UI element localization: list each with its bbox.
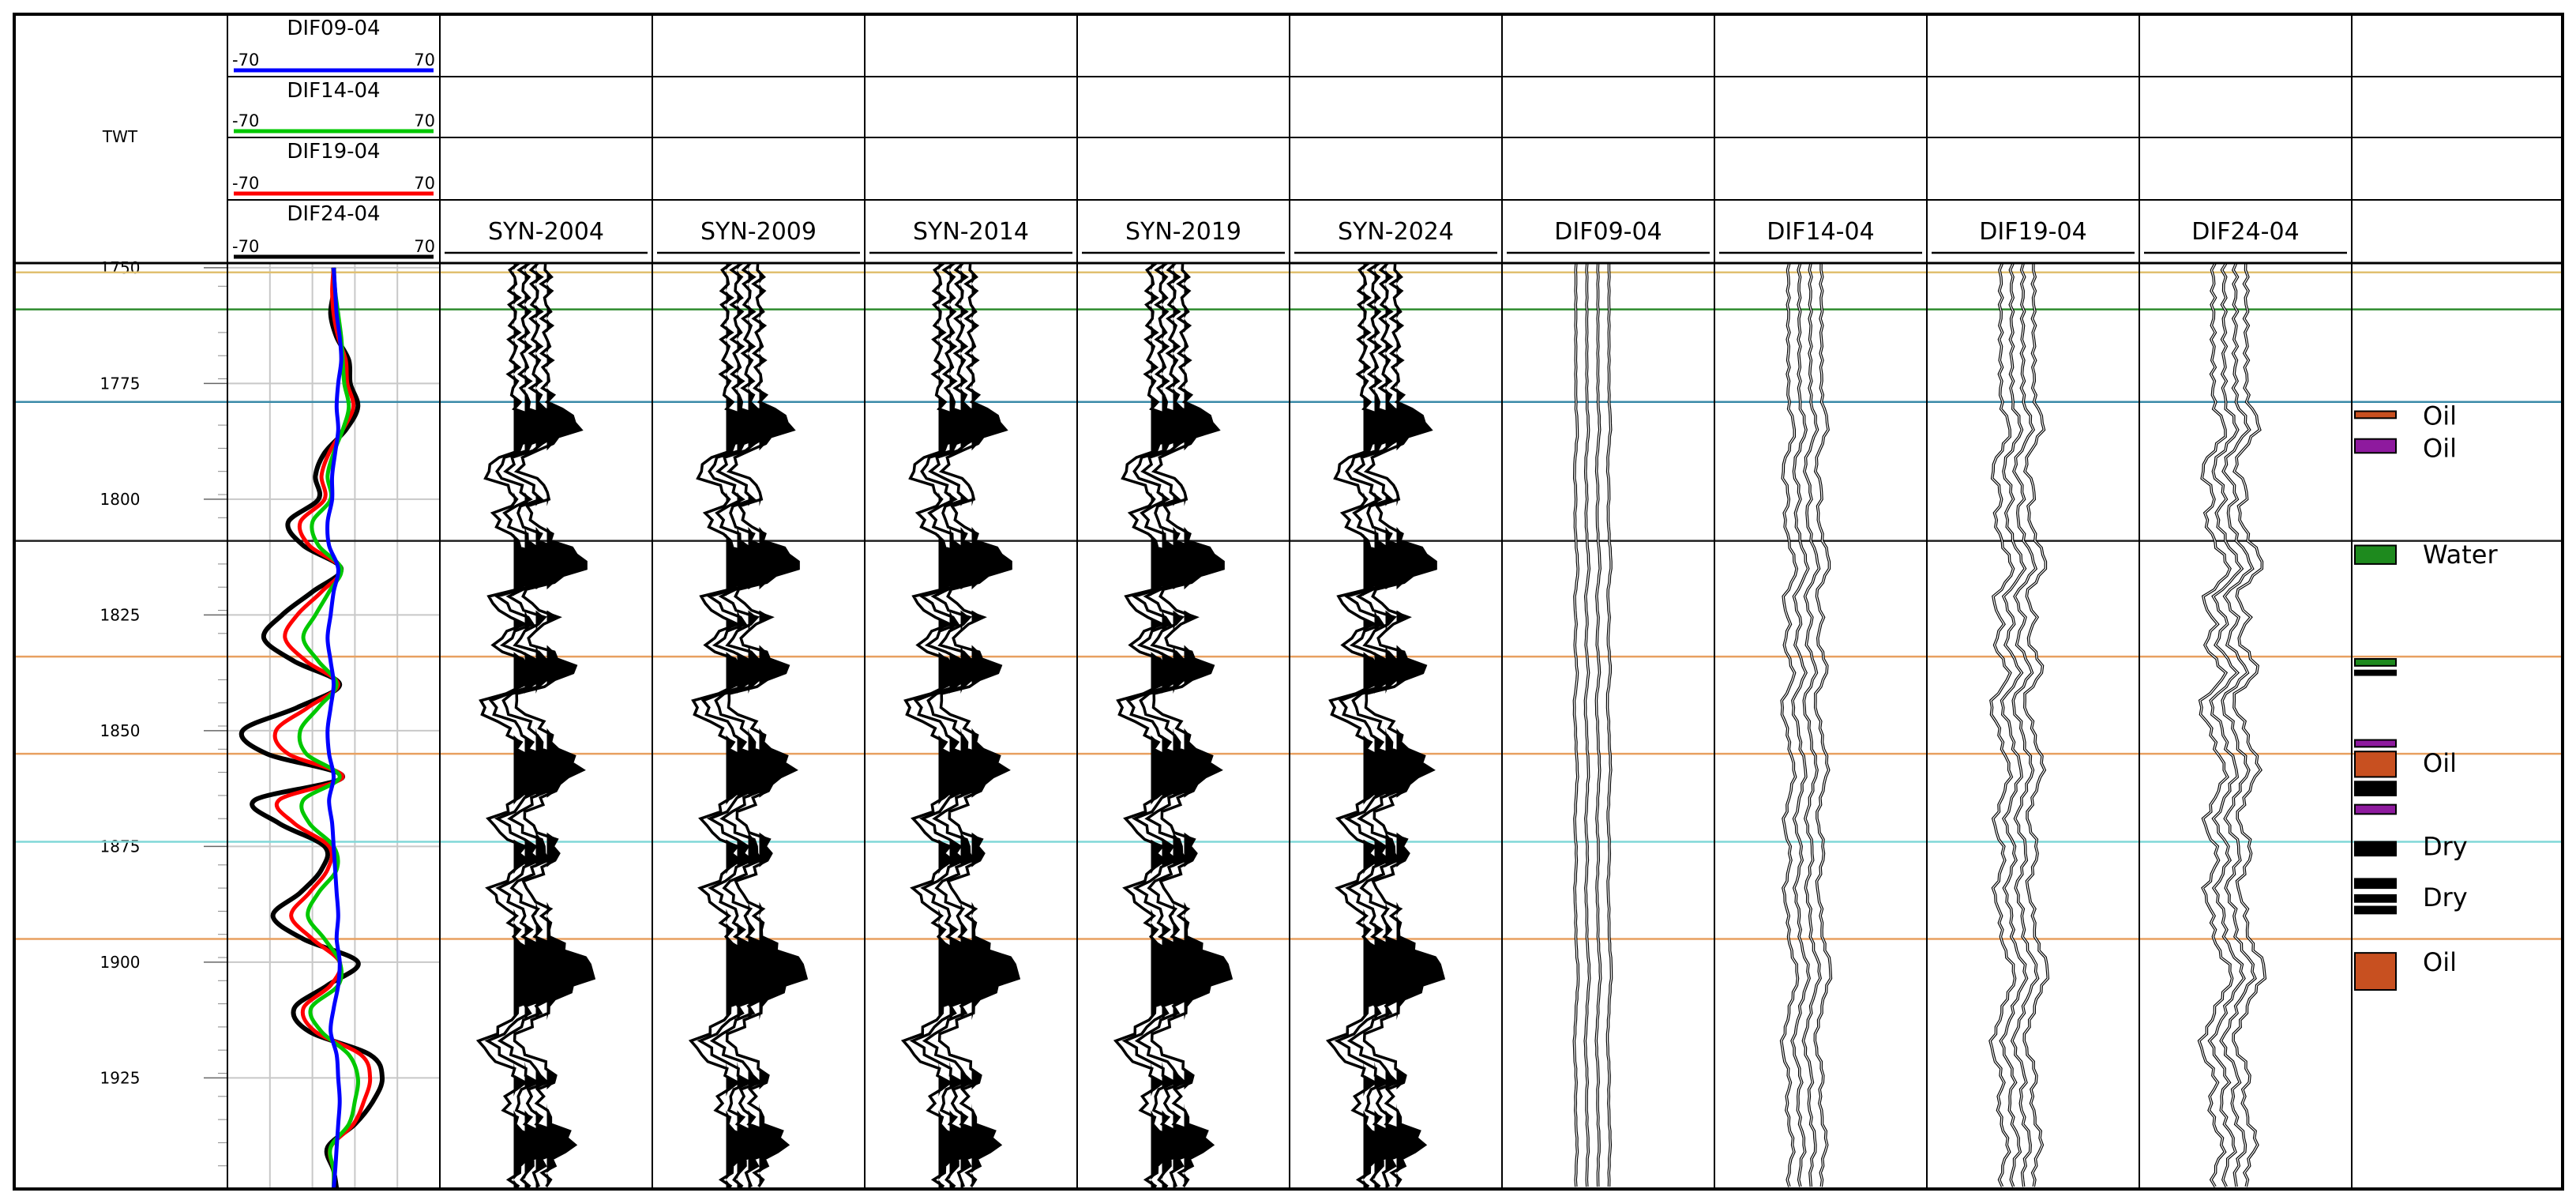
seismic-track-title: SYN-2019 <box>1125 218 1241 246</box>
fluid-label: Dry <box>2423 831 2468 861</box>
curve-dif14-04 <box>297 267 360 1190</box>
depth-tick-label: 1800 <box>100 490 141 509</box>
fluid-block <box>2354 544 2397 565</box>
depth-tick-label: 1900 <box>100 953 141 972</box>
curve-legend-min: -70 <box>232 174 259 193</box>
seismic-layer <box>475 261 2267 1189</box>
seismic-wiggle-core <box>1573 262 1579 1187</box>
fluid-block <box>2354 751 2397 778</box>
fluid-label: Oil <box>2423 947 2457 977</box>
depth-tick-label: 1775 <box>100 374 141 393</box>
fluid-label: Dry <box>2423 882 2468 912</box>
fluid-block <box>2354 669 2397 676</box>
curve-legend-min: -70 <box>232 111 259 130</box>
depth-tick-label: 1850 <box>100 721 141 740</box>
fluid-block <box>2354 781 2397 796</box>
fluid-block <box>2354 952 2397 991</box>
fluid-block <box>2354 438 2397 454</box>
depth-tick-label: 1875 <box>100 837 141 856</box>
seismic-wiggle-core <box>1606 263 1613 1187</box>
seismic-wiggle-core <box>1595 262 1602 1187</box>
fluid-block <box>2354 658 2397 667</box>
seismic-wiggle-core <box>1791 262 1810 1187</box>
curve-legend-min: -70 <box>232 51 259 70</box>
fluid-label: Oil <box>2423 433 2457 463</box>
curve-legend-name: DIF14-04 <box>287 79 380 103</box>
seismic-wiggle-core <box>2023 262 2048 1187</box>
curve-legend-name: DIF19-04 <box>287 140 380 164</box>
grid-layer: 1750 1775 1800 1825 1850 1875 1900 1925 <box>100 258 440 1190</box>
seismic-wiggle-core <box>1802 262 1821 1187</box>
seismic-wiggle-core <box>2232 262 2266 1187</box>
seismic-track-title: DIF24-04 <box>2191 218 2299 246</box>
fluid-block <box>2354 905 2397 915</box>
outer-frame <box>13 13 2564 1191</box>
seismic-track-title: DIF09-04 <box>1554 218 1662 246</box>
depth-tick-label: 1825 <box>100 605 141 624</box>
seismic-track-title: SYN-2014 <box>913 218 1029 246</box>
depth-tick-label: 1750 <box>100 258 141 277</box>
frame-layer <box>13 13 2564 1191</box>
seismic-wiggle-core <box>2000 262 2028 1187</box>
seismic-track-title: SYN-2024 <box>1338 218 1454 246</box>
seismic-wiggle <box>937 262 1021 1188</box>
seismic-track-title: DIF19-04 <box>1979 218 2086 246</box>
depth-tick-label: 1925 <box>100 1068 141 1087</box>
fluid-block <box>2354 803 2397 815</box>
fluid-block <box>2354 841 2397 857</box>
fluid-label: Water <box>2423 540 2498 570</box>
fluid-label: Oil <box>2423 401 2457 431</box>
seismic-wiggle-core <box>1584 262 1590 1187</box>
fluid-block <box>2354 739 2397 748</box>
seismic-wiggle <box>1150 262 1234 1188</box>
seismic-wiggle-core <box>1780 262 1799 1187</box>
fluid-block <box>2354 410 2397 420</box>
curve-legend-min: -70 <box>232 237 259 256</box>
seismic-track-title: SYN-2009 <box>700 218 817 246</box>
seismic-wiggle <box>513 262 596 1188</box>
fluid-block <box>2354 878 2397 890</box>
seismic-track-title: SYN-2004 <box>488 218 604 246</box>
seismic-wiggle-core <box>1989 262 2016 1187</box>
curve-layer <box>238 267 385 1190</box>
fluid-label: Oil <box>2423 748 2457 778</box>
seismic-wiggle-core <box>2011 262 2039 1187</box>
curve-legend-name: DIF09-04 <box>287 17 380 40</box>
curve-legend-name: DIF24-04 <box>287 202 380 226</box>
depth-axis-title: TWT <box>102 127 138 146</box>
header-layer: TWT DIF09-04 -70 70 DIF14-04 -70 70 DIF19-04 -70… <box>102 17 2347 259</box>
curve-legend-max: 70 <box>414 111 435 130</box>
curve-legend-max: 70 <box>414 174 435 193</box>
seismic-wiggle-core <box>2208 262 2245 1187</box>
seismic-wiggle <box>1362 262 1446 1188</box>
seismic-wiggle-core <box>2220 262 2256 1187</box>
seismic-wiggle-core <box>1814 262 1832 1187</box>
curve-legend-max: 70 <box>414 237 435 256</box>
seismic-wiggle-core <box>2199 262 2233 1187</box>
seismic-wiggle <box>725 262 809 1188</box>
fluid-block <box>2354 894 2397 903</box>
curve-dif09-04 <box>325 267 344 1190</box>
horizon-layer <box>14 271 2563 940</box>
seismic-track-title: DIF14-04 <box>1767 218 1874 246</box>
curve-legend-max: 70 <box>414 51 435 70</box>
